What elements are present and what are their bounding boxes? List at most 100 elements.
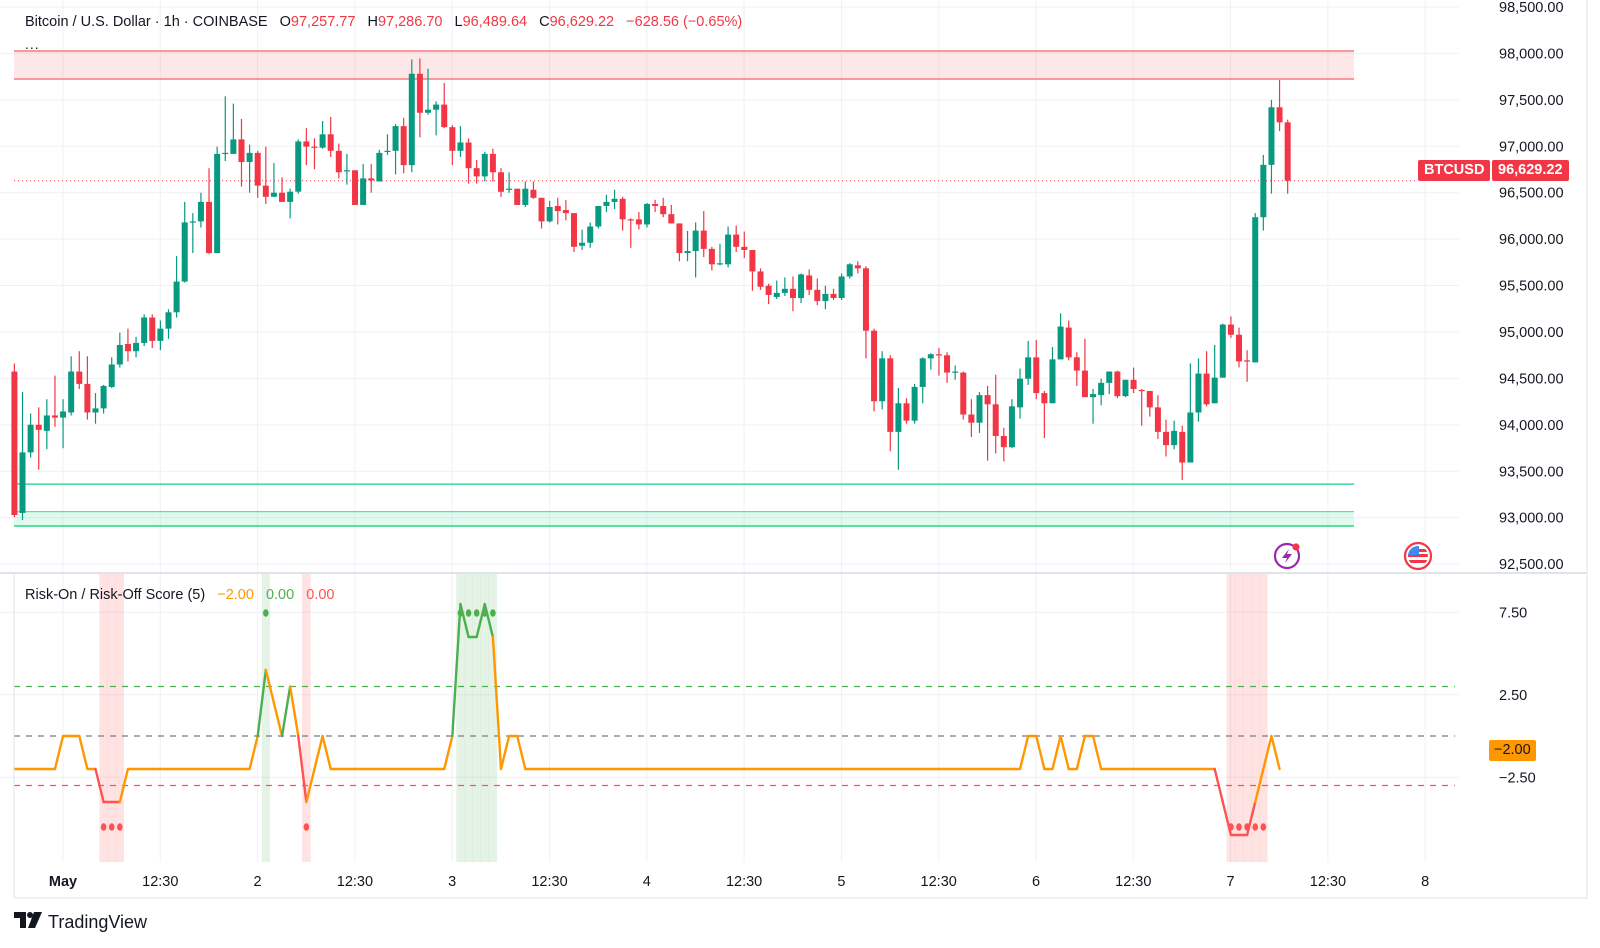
candle-body (149, 317, 156, 341)
candle-body (652, 203, 659, 206)
axes: 98,500.00 98,000.00 97,500.00 97,000.00 96,5… (0, 0, 1588, 899)
indicator-title[interactable]: Risk-On / Risk-Off Score (5) (25, 587, 206, 603)
high-value: 97,286.70 (377, 14, 443, 30)
candle (789, 276, 796, 312)
candle-body (716, 263, 723, 265)
time-tick-label: 12:30 (921, 874, 957, 890)
time-tick-label: 6 (1032, 874, 1040, 890)
candle (457, 126, 464, 157)
candle-body (960, 372, 967, 415)
score-line-segment (1051, 734, 1062, 771)
candle (1073, 352, 1080, 386)
candle (100, 384, 107, 414)
score-line-segment (118, 767, 130, 804)
symbol-name[interactable]: Bitcoin / U.S. Dollar (25, 14, 151, 30)
candle-body (1138, 390, 1145, 392)
candle (668, 204, 675, 224)
candle (498, 168, 504, 197)
candle (392, 124, 399, 175)
interval[interactable]: 1h (163, 14, 180, 30)
candle-body (433, 104, 440, 110)
candle (465, 138, 472, 184)
price-tick-label: 97,500.00 (1499, 93, 1564, 109)
candle (579, 229, 586, 250)
candle-body (765, 285, 772, 295)
resistance-zone (14, 51, 1354, 80)
candle-body (789, 288, 796, 298)
candle-body (1163, 431, 1170, 446)
tradingview-logo[interactable]: TradingView (14, 912, 147, 933)
candle (1106, 371, 1113, 395)
candle (1179, 425, 1186, 480)
candle-body (214, 153, 221, 254)
candle-body (619, 198, 626, 220)
candle-body (1284, 122, 1291, 181)
candle-body (733, 234, 740, 247)
candle (879, 351, 886, 410)
price-tick-label: 92,500.00 (1499, 557, 1564, 573)
candle (1211, 344, 1218, 404)
candle (935, 348, 942, 376)
candle (1227, 316, 1234, 338)
candle-body (327, 134, 334, 151)
candle (911, 383, 918, 424)
risk-off-dot (117, 823, 123, 831)
risk-off-shading (1259, 574, 1268, 862)
candle (749, 249, 756, 291)
price-tick-label: 98,500.00 (1499, 0, 1564, 16)
price-tick-label: 96,500.00 (1499, 186, 1564, 202)
candle-body (887, 358, 894, 432)
us-flag-icon[interactable] (1403, 541, 1433, 571)
candle (798, 273, 805, 304)
lightning-event-icon[interactable] (1273, 542, 1301, 570)
candle-body (595, 205, 602, 227)
candle-body (84, 383, 91, 413)
time-tick-label: 12:30 (726, 874, 762, 890)
event-markers[interactable] (1273, 541, 1433, 571)
candle-body (1114, 371, 1121, 397)
candle-body (368, 178, 375, 181)
candle (449, 125, 456, 166)
candle-body (984, 395, 991, 405)
candle (676, 223, 683, 262)
candle (303, 128, 310, 166)
candle-body (473, 168, 480, 177)
candle-body (806, 275, 813, 290)
candle-body (684, 251, 691, 254)
candle-body (343, 170, 350, 172)
candle-body (360, 178, 367, 205)
indicator-legend[interactable]: Risk-On / Risk-Off Score (5) −2.00 0.00 … (25, 587, 334, 603)
time-tick-label: 4 (643, 874, 651, 890)
candle (562, 199, 569, 221)
time-tick-label: 2 (254, 874, 262, 890)
candle-body (1049, 359, 1056, 404)
candle (327, 116, 334, 157)
risk-off-shading (1226, 574, 1236, 862)
candle (530, 181, 537, 199)
candle (157, 320, 164, 351)
risk-off-shading (1251, 574, 1260, 862)
candle-body (935, 354, 942, 356)
candle (976, 392, 983, 433)
candle-body (1122, 379, 1129, 397)
candle (92, 393, 99, 424)
candle-body (352, 170, 359, 205)
candle (1017, 368, 1024, 419)
score-line-segment (451, 602, 462, 738)
score-line-segment (78, 734, 89, 771)
candle-body (708, 248, 715, 265)
candle (506, 172, 513, 193)
candle (643, 202, 650, 228)
candle-body (1146, 391, 1153, 408)
price-zones (14, 50, 1418, 527)
candle (425, 68, 432, 115)
candle-body (603, 201, 610, 206)
score-line-segment (475, 602, 486, 639)
candle (181, 201, 188, 283)
candle-body (919, 358, 926, 387)
candle-body (392, 126, 399, 151)
more-button[interactable]: ... (25, 36, 40, 52)
candle (781, 277, 788, 296)
candle (635, 212, 642, 230)
